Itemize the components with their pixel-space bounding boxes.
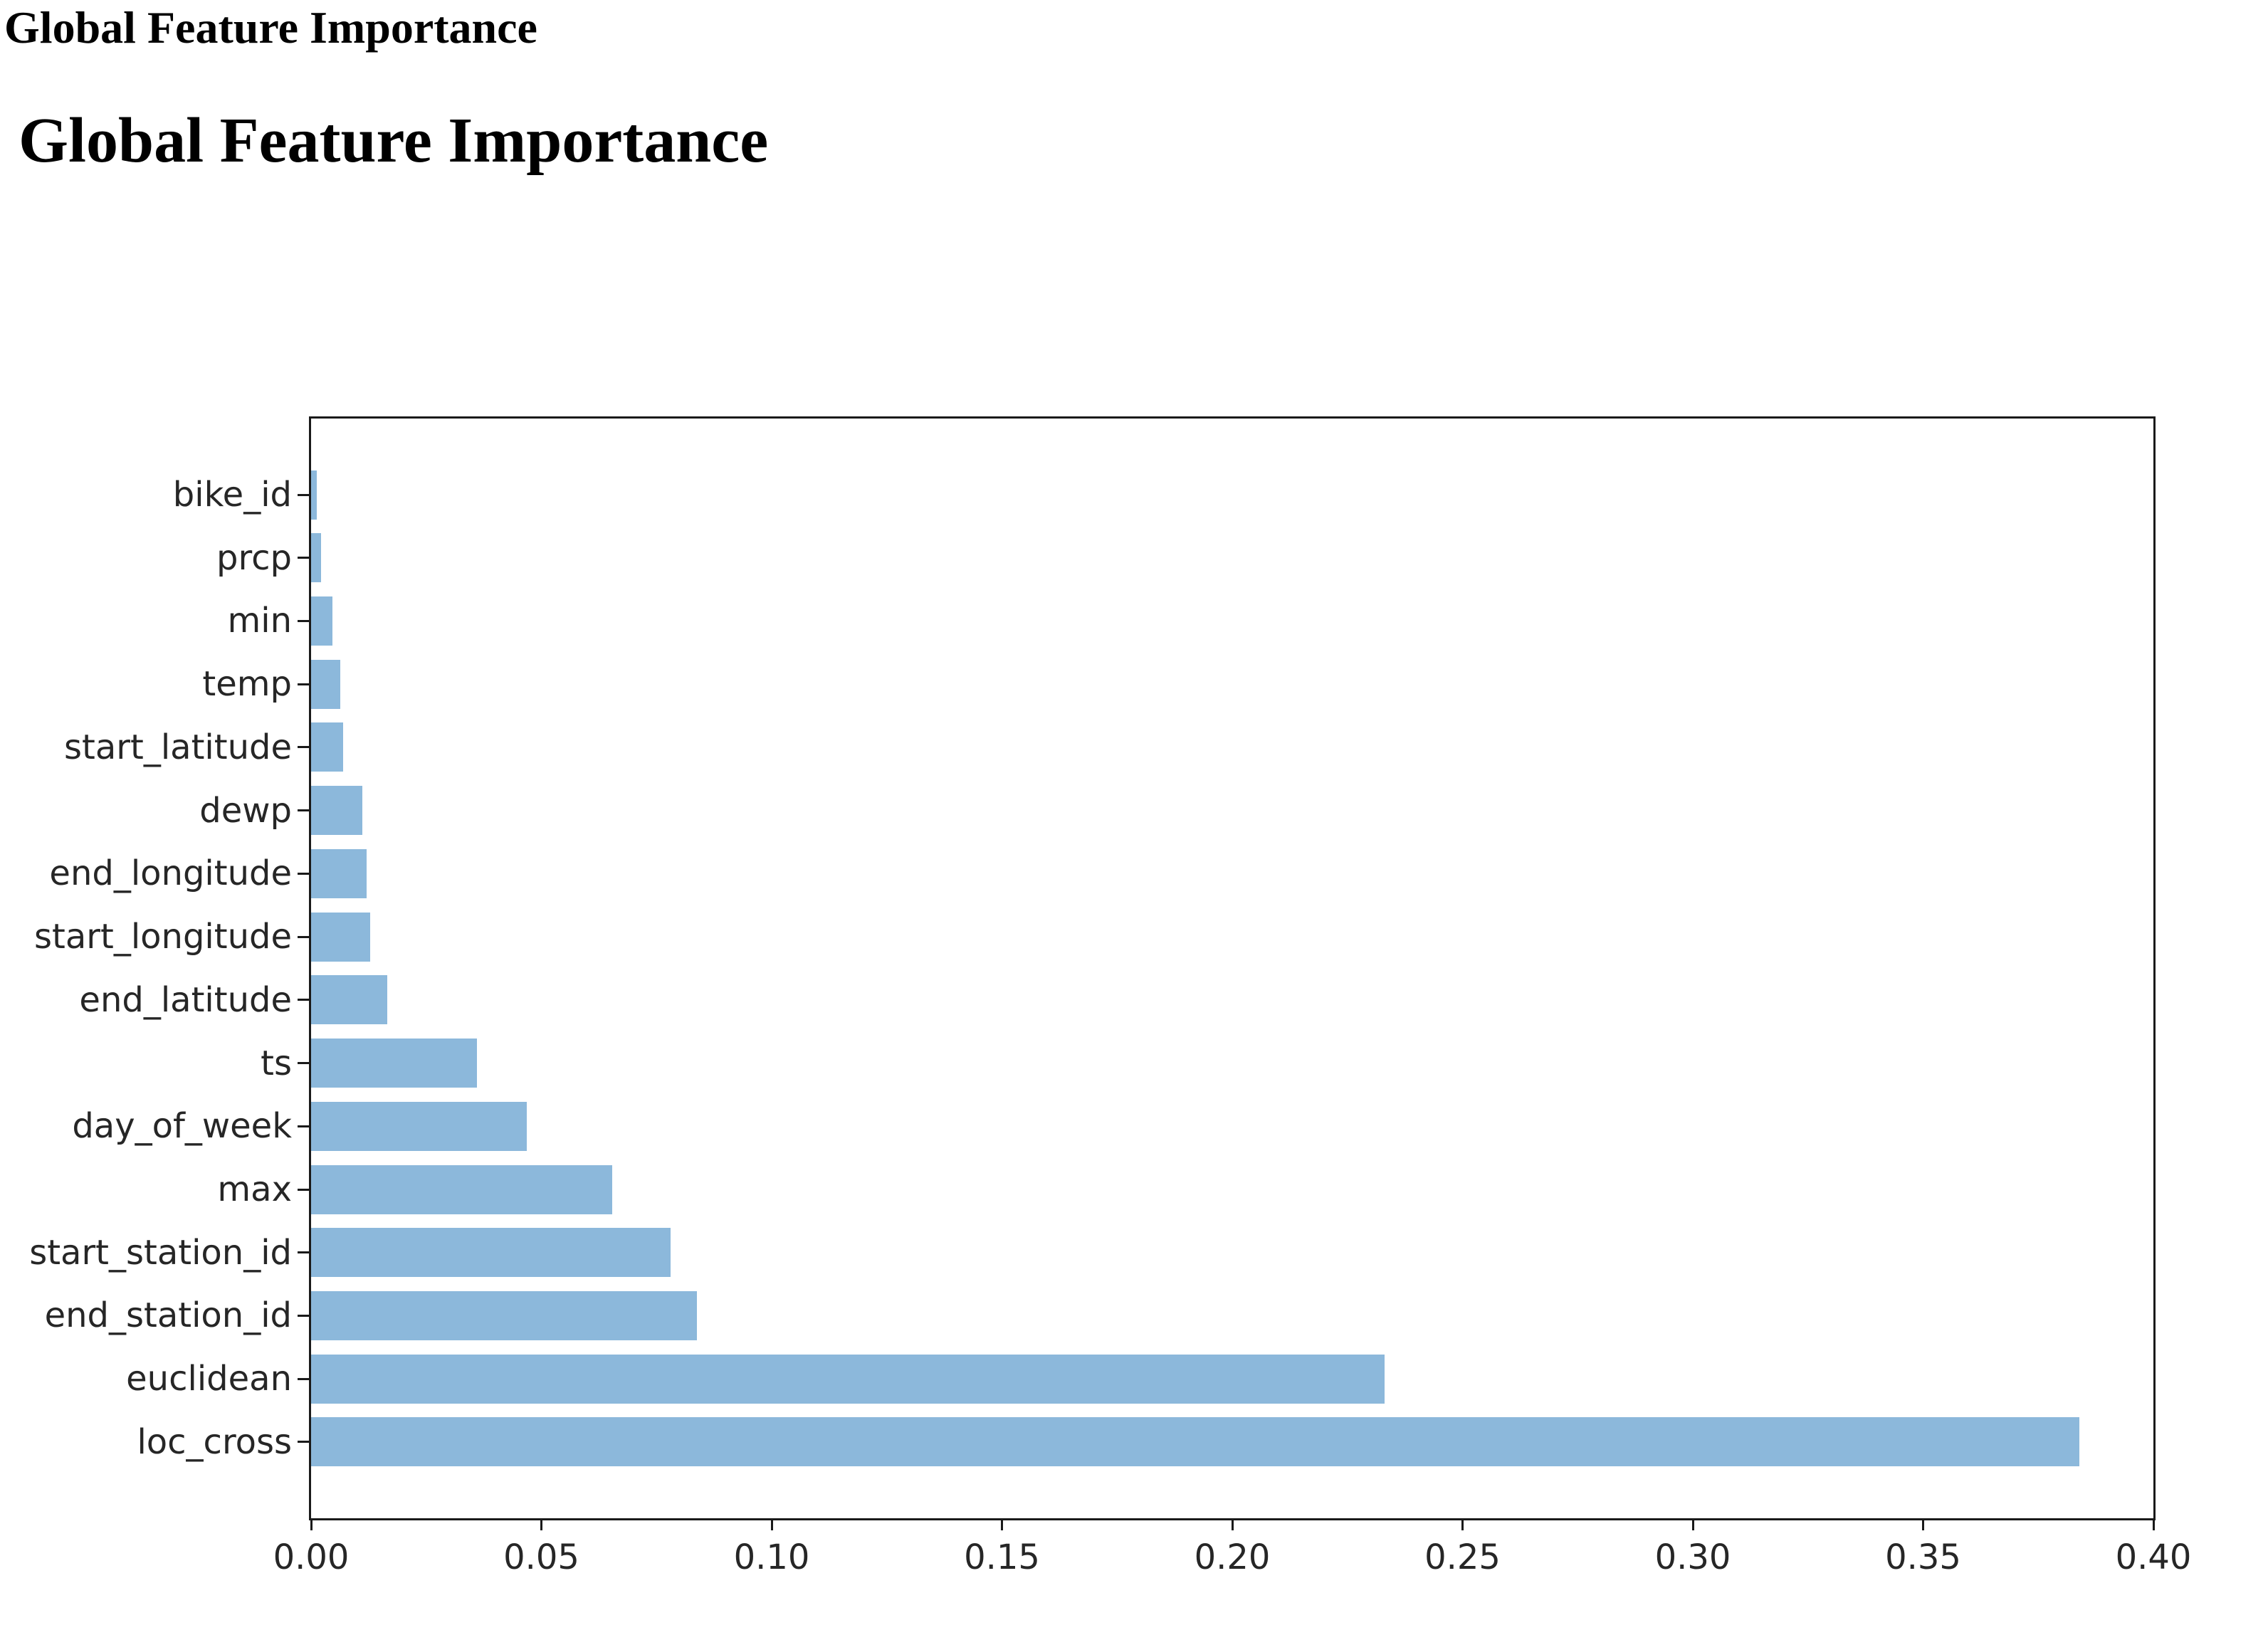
- collapsed-page-title: Global Feature Importance: [4, 2, 537, 53]
- y-axis-tick: [298, 619, 309, 622]
- bar-loc_cross: [311, 1417, 2080, 1467]
- x-axis-tick: [1922, 1520, 1924, 1530]
- bar-end_latitude: [311, 975, 388, 1025]
- bar-day_of_week: [311, 1101, 527, 1151]
- x-axis-tick: [1461, 1520, 1464, 1530]
- y-tick-label: min: [227, 601, 292, 641]
- y-tick-label: max: [217, 1169, 292, 1210]
- y-tick-label: end_latitude: [79, 979, 292, 1020]
- y-tick-label: end_longitude: [49, 853, 292, 894]
- y-axis-tick: [298, 999, 309, 1001]
- x-tick-label: 0.30: [1654, 1537, 1731, 1577]
- bar-ts: [311, 1039, 477, 1088]
- y-tick-label: bike_id: [172, 475, 292, 515]
- x-tick-label: 0.10: [733, 1537, 810, 1577]
- y-axis-tick: [298, 1251, 309, 1254]
- bar-prcp: [311, 533, 322, 583]
- x-axis-tick: [310, 1520, 313, 1530]
- y-axis-tick: [298, 1377, 309, 1380]
- y-axis-tick: [298, 1188, 309, 1191]
- x-axis-tick: [770, 1520, 773, 1530]
- x-axis-tick: [2152, 1520, 2155, 1530]
- y-tick-label: start_latitude: [64, 727, 292, 767]
- x-tick-label: 0.35: [1885, 1537, 1961, 1577]
- y-tick-label: prcp: [216, 537, 292, 578]
- x-tick-label: 0.05: [503, 1537, 579, 1577]
- x-tick-label: 0.20: [1194, 1537, 1271, 1577]
- y-axis-tick: [298, 872, 309, 875]
- bar-start_station_id: [311, 1228, 671, 1278]
- y-axis-tick: [298, 935, 309, 938]
- y-tick-label: dewp: [199, 790, 292, 831]
- y-axis-tick: [298, 683, 309, 685]
- y-axis-tick: [298, 1314, 309, 1317]
- bar-temp: [311, 659, 341, 709]
- y-tick-label: start_longitude: [34, 917, 292, 957]
- y-axis-tick: [298, 1062, 309, 1065]
- bar-euclidean: [311, 1354, 1385, 1404]
- bar-end_station_id: [311, 1290, 698, 1340]
- bar-end_longitude: [311, 848, 367, 898]
- y-axis-tick: [298, 809, 309, 812]
- y-axis-tick: [298, 1125, 309, 1127]
- y-tick-label: start_station_id: [29, 1232, 292, 1273]
- y-tick-label: ts: [261, 1043, 292, 1083]
- x-tick-label: 0.25: [1424, 1537, 1501, 1577]
- x-axis-tick: [540, 1520, 542, 1530]
- bar-min: [311, 596, 332, 646]
- x-axis-tick: [1691, 1520, 1694, 1530]
- x-tick-label: 0.15: [964, 1537, 1040, 1577]
- y-tick-label: loc_cross: [137, 1421, 292, 1462]
- y-tick-label: day_of_week: [72, 1106, 292, 1147]
- x-tick-label: 0.00: [273, 1537, 350, 1577]
- bar-start_longitude: [311, 912, 370, 962]
- bar-bike_id: [311, 470, 317, 520]
- bar-max: [311, 1164, 613, 1214]
- y-axis-tick: [298, 746, 309, 749]
- y-tick-label: temp: [202, 664, 292, 705]
- y-axis-tick: [298, 1441, 309, 1444]
- y-axis-tick: [298, 493, 309, 496]
- y-tick-label: euclidean: [126, 1359, 292, 1399]
- bar-dewp: [311, 786, 362, 836]
- y-axis-tick: [298, 557, 309, 559]
- page-title: Global Feature Importance: [19, 105, 769, 176]
- x-tick-label: 0.40: [2115, 1537, 2192, 1577]
- bar-start_latitude: [311, 722, 344, 772]
- y-tick-label: end_station_id: [44, 1295, 292, 1336]
- x-axis-tick: [1001, 1520, 1003, 1530]
- x-axis-tick: [1231, 1520, 1234, 1530]
